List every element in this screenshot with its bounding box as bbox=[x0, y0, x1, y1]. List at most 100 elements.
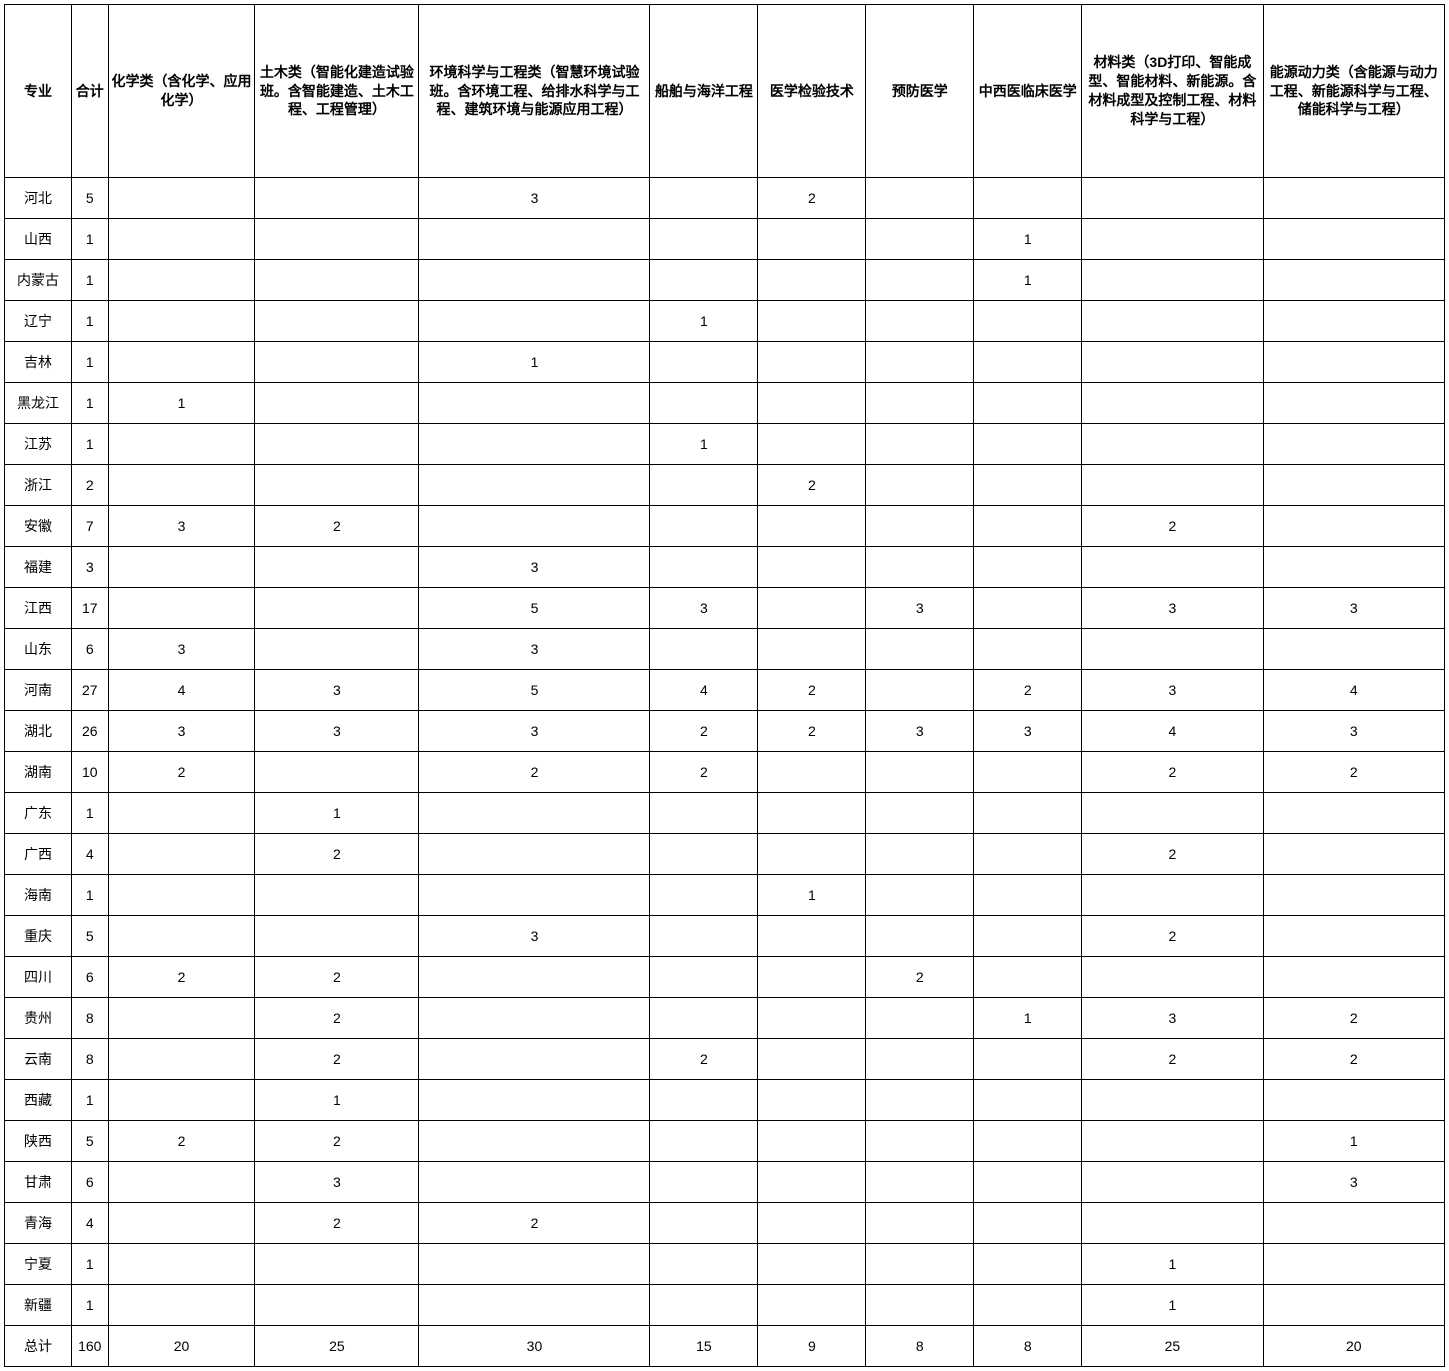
total-cell: 1 bbox=[71, 383, 108, 424]
value-cell: 3 bbox=[974, 711, 1082, 752]
value-cell bbox=[758, 957, 866, 998]
value-cell bbox=[419, 1162, 650, 1203]
value-cell: 2 bbox=[108, 957, 255, 998]
value-cell bbox=[1082, 1080, 1263, 1121]
admissions-table: 专业合计化学类（含化学、应用化学）土木类（智能化建造试验班。含智能建造、土木工程… bbox=[4, 4, 1445, 1367]
table-row: 浙江22 bbox=[5, 465, 1445, 506]
value-cell bbox=[1263, 629, 1444, 670]
value-cell bbox=[650, 1285, 758, 1326]
value-cell bbox=[1263, 875, 1444, 916]
value-cell bbox=[758, 588, 866, 629]
value-cell: 3 bbox=[255, 670, 419, 711]
value-cell bbox=[650, 793, 758, 834]
value-cell bbox=[255, 1285, 419, 1326]
table-row: 辽宁11 bbox=[5, 301, 1445, 342]
total-cell: 1 bbox=[71, 342, 108, 383]
value-cell bbox=[758, 1162, 866, 1203]
value-cell bbox=[1082, 547, 1263, 588]
value-cell bbox=[1263, 957, 1444, 998]
value-cell bbox=[1082, 424, 1263, 465]
province-cell: 浙江 bbox=[5, 465, 72, 506]
value-cell: 2 bbox=[974, 670, 1082, 711]
value-cell bbox=[974, 342, 1082, 383]
total-cell: 1 bbox=[71, 1080, 108, 1121]
value-cell bbox=[866, 1162, 974, 1203]
value-cell bbox=[1263, 383, 1444, 424]
table-row: 广东11 bbox=[5, 793, 1445, 834]
province-cell: 湖北 bbox=[5, 711, 72, 752]
value-cell bbox=[419, 957, 650, 998]
province-cell: 湖南 bbox=[5, 752, 72, 793]
value-cell bbox=[974, 629, 1082, 670]
value-cell: 2 bbox=[650, 752, 758, 793]
value-cell bbox=[108, 301, 255, 342]
total-cell: 6 bbox=[71, 1162, 108, 1203]
value-cell bbox=[108, 1285, 255, 1326]
value-cell bbox=[1082, 1203, 1263, 1244]
value-cell bbox=[1082, 383, 1263, 424]
total-cell: 160 bbox=[71, 1326, 108, 1367]
value-cell bbox=[974, 1080, 1082, 1121]
table-row-total: 总计160202530159882520 bbox=[5, 1326, 1445, 1367]
value-cell bbox=[650, 629, 758, 670]
value-cell bbox=[758, 629, 866, 670]
value-cell: 2 bbox=[758, 465, 866, 506]
value-cell: 2 bbox=[255, 1203, 419, 1244]
value-cell bbox=[1263, 178, 1444, 219]
value-cell bbox=[108, 465, 255, 506]
value-cell: 3 bbox=[419, 916, 650, 957]
value-cell: 20 bbox=[1263, 1326, 1444, 1367]
province-cell: 贵州 bbox=[5, 998, 72, 1039]
value-cell bbox=[108, 342, 255, 383]
value-cell bbox=[866, 793, 974, 834]
value-cell bbox=[758, 834, 866, 875]
value-cell: 2 bbox=[255, 1039, 419, 1080]
value-cell bbox=[758, 752, 866, 793]
value-cell bbox=[1263, 342, 1444, 383]
total-cell: 1 bbox=[71, 1244, 108, 1285]
value-cell bbox=[255, 424, 419, 465]
value-cell: 2 bbox=[1263, 752, 1444, 793]
table-row: 山东633 bbox=[5, 629, 1445, 670]
value-cell: 1 bbox=[1082, 1244, 1263, 1285]
value-cell bbox=[255, 219, 419, 260]
value-cell bbox=[866, 875, 974, 916]
value-cell: 5 bbox=[419, 670, 650, 711]
total-cell: 10 bbox=[71, 752, 108, 793]
value-cell bbox=[974, 301, 1082, 342]
total-cell: 1 bbox=[71, 875, 108, 916]
value-cell bbox=[419, 301, 650, 342]
value-cell bbox=[974, 547, 1082, 588]
value-cell bbox=[650, 875, 758, 916]
value-cell bbox=[108, 547, 255, 588]
value-cell: 9 bbox=[758, 1326, 866, 1367]
value-cell: 25 bbox=[255, 1326, 419, 1367]
value-cell bbox=[255, 629, 419, 670]
total-cell: 7 bbox=[71, 506, 108, 547]
value-cell bbox=[419, 1039, 650, 1080]
value-cell: 3 bbox=[419, 629, 650, 670]
value-cell bbox=[1082, 957, 1263, 998]
value-cell bbox=[1263, 424, 1444, 465]
value-cell bbox=[866, 1285, 974, 1326]
value-cell bbox=[974, 1162, 1082, 1203]
value-cell bbox=[108, 588, 255, 629]
column-header: 预防医学 bbox=[866, 5, 974, 178]
value-cell: 3 bbox=[419, 178, 650, 219]
table-row: 广西422 bbox=[5, 834, 1445, 875]
value-cell: 3 bbox=[108, 629, 255, 670]
province-cell: 江西 bbox=[5, 588, 72, 629]
value-cell: 2 bbox=[1082, 1039, 1263, 1080]
value-cell bbox=[650, 1162, 758, 1203]
province-cell: 甘肃 bbox=[5, 1162, 72, 1203]
value-cell bbox=[419, 1121, 650, 1162]
table-row: 福建33 bbox=[5, 547, 1445, 588]
province-cell: 新疆 bbox=[5, 1285, 72, 1326]
value-cell: 2 bbox=[758, 711, 866, 752]
value-cell bbox=[758, 547, 866, 588]
table-row: 湖南1022222 bbox=[5, 752, 1445, 793]
value-cell bbox=[650, 342, 758, 383]
value-cell bbox=[108, 1244, 255, 1285]
value-cell bbox=[1082, 1162, 1263, 1203]
value-cell bbox=[650, 1203, 758, 1244]
